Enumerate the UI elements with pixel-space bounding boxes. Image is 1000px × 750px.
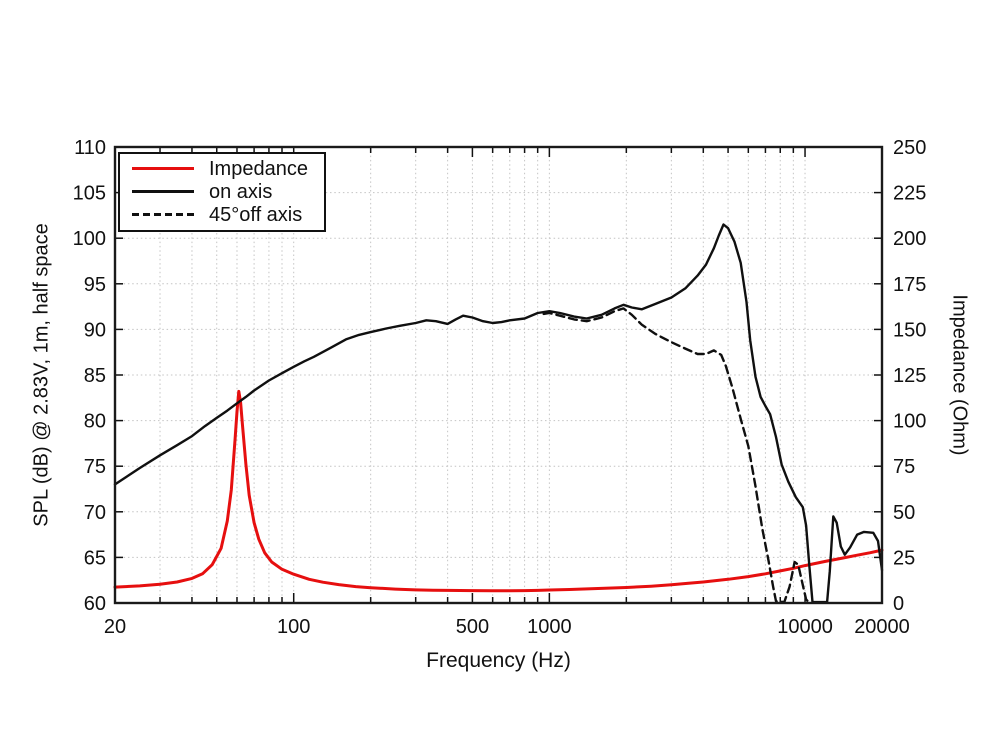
- impedance-tick-label: 25: [893, 547, 915, 569]
- off-axis-line-icon: [132, 213, 194, 216]
- impedance-tick-label: 75: [893, 456, 915, 478]
- legend-item-on-axis: on axis: [120, 180, 324, 203]
- spl-tick-label: 60: [84, 593, 106, 615]
- on-axis-curve: [113, 223, 884, 604]
- legend-label: on axis: [209, 180, 273, 203]
- on-axis-line-icon: [132, 190, 194, 193]
- impedance-line-icon: [132, 167, 194, 170]
- impedance-tick-label: 250: [893, 137, 926, 159]
- impedance-curve: [113, 389, 884, 593]
- off-axis-45-curve: [542, 307, 811, 605]
- x-tick-label: 100: [277, 616, 310, 638]
- x-tick-label: 20000: [854, 616, 910, 638]
- legend-label: Impedance: [209, 157, 308, 180]
- spl-tick-label: 95: [84, 274, 106, 296]
- x-tick-label: 10000: [777, 616, 833, 638]
- spl-tick-label: 90: [84, 319, 106, 341]
- spl-tick-label: 85: [84, 365, 106, 387]
- gridlines: [115, 147, 882, 603]
- impedance-tick-label: 0: [893, 593, 904, 615]
- impedance-tick-label: 150: [893, 319, 926, 341]
- spl-tick-label: 65: [84, 547, 106, 569]
- legend-item-off-axis: 45°off axis: [120, 203, 324, 226]
- impedance-tick-label: 125: [893, 365, 926, 387]
- impedance-tick-label: 50: [893, 502, 915, 524]
- x-tick-label: 500: [456, 616, 489, 638]
- spl-tick-label: 75: [84, 456, 106, 478]
- tick-labels: 20 100 500 1000 10000 20000606570758085909510…: [73, 137, 927, 638]
- legend-label: 45°off axis: [209, 203, 303, 226]
- plot-frame: [113, 145, 884, 605]
- legend: Impedance on axis 45°off axis: [118, 152, 326, 232]
- spl-tick-label: 70: [84, 502, 106, 524]
- spl-tick-label: 105: [73, 183, 106, 205]
- x-axis-title: Frequency (Hz): [426, 649, 571, 672]
- impedance-tick-label: 100: [893, 411, 926, 433]
- x-tick-label: 20: [104, 616, 126, 638]
- legend-item-impedance: Impedance: [120, 157, 324, 180]
- left-y-axis-title: SPL (dB) @ 2.83V, 1m, half space: [30, 223, 53, 527]
- x-tick-label: 1000: [527, 616, 572, 638]
- spl-tick-label: 100: [73, 228, 106, 250]
- impedance-tick-label: 225: [893, 183, 926, 205]
- spl-tick-label: 80: [84, 411, 106, 433]
- impedance-tick-label: 200: [893, 228, 926, 250]
- spl-tick-label: 110: [74, 137, 106, 159]
- impedance-tick-label: 175: [893, 274, 926, 296]
- right-y-axis-title: Impedance (Ohm): [948, 294, 971, 456]
